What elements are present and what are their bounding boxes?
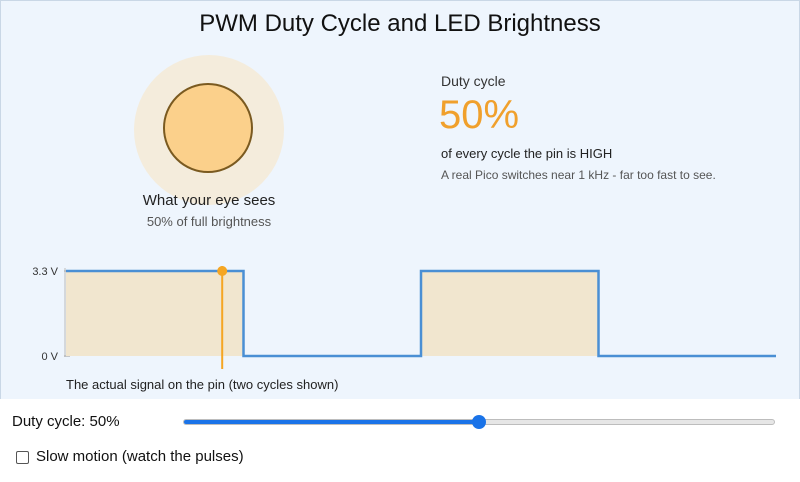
- controls-panel: Duty cycle: 50% Slow motion (watch the p…: [0, 399, 800, 482]
- low-voltage-label: 0 V: [41, 351, 58, 363]
- pwm-frequency-note: A real Pico switches near 1 kHz - far to…: [441, 168, 716, 182]
- signal-line: [66, 269, 776, 358]
- slow-motion-checkbox[interactable]: [16, 451, 29, 464]
- slow-motion-label[interactable]: Slow motion (watch the pulses): [36, 448, 244, 465]
- brightness-readout: 50% of full brightness: [146, 214, 272, 229]
- duty-cycle-description: of every cycle the pin is HIGH: [441, 146, 613, 161]
- duty-slider-label: Duty cycle: 50%: [12, 413, 120, 430]
- time-cursor-dot: [217, 266, 228, 276]
- simulation-panel: PWM Duty Cycle and LED Brightness What y…: [0, 0, 800, 400]
- signal-caption: The actual signal on the pin (two cycles…: [66, 377, 339, 392]
- pwm-waveform: 3.3 V 0 V: [32, 266, 776, 369]
- page-title: PWM Duty Cycle and LED Brightness: [199, 10, 601, 37]
- duty-cycle-label: Duty cycle: [441, 73, 506, 89]
- high-pulse-area: [421, 271, 599, 356]
- high-voltage-label: 3.3 V: [32, 266, 58, 278]
- led-caption: What your eye sees: [142, 192, 276, 209]
- slider-fill: [184, 420, 479, 424]
- duty-cycle-value: 50%: [439, 93, 520, 137]
- high-pulse-area: [66, 271, 244, 356]
- duty-cycle-slider[interactable]: [183, 415, 775, 429]
- slider-thumb[interactable]: [472, 415, 486, 429]
- led-bulb-icon: [163, 83, 253, 173]
